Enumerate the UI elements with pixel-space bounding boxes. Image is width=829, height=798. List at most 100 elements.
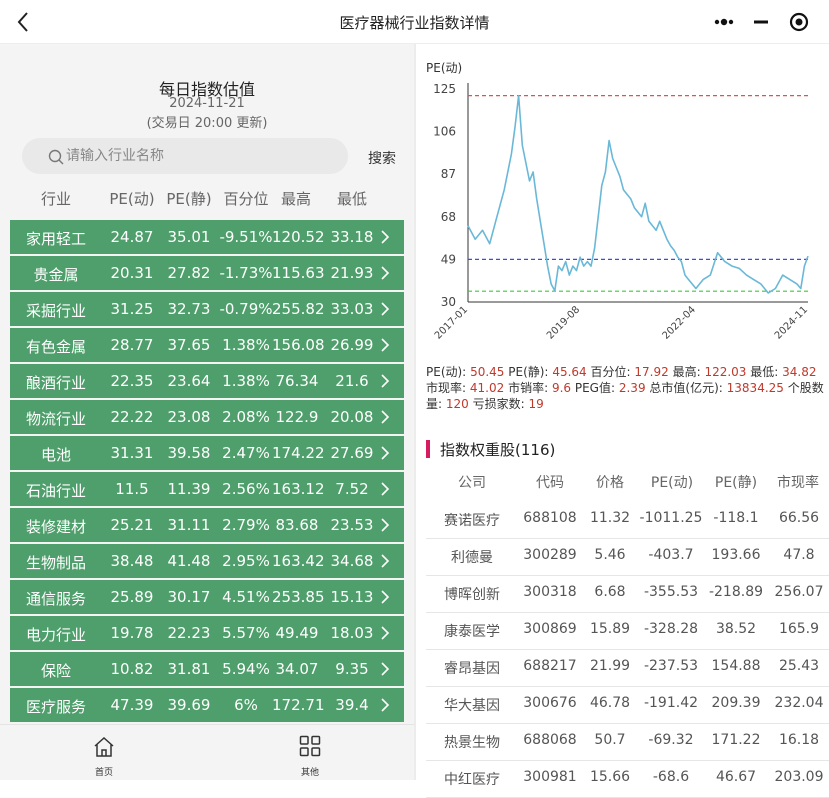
- search-button[interactable]: 搜索: [368, 151, 396, 167]
- cell-pe-dyn: 20.31: [110, 264, 154, 282]
- back-icon[interactable]: [12, 10, 36, 34]
- tab-home[interactable]: 首页: [74, 729, 134, 778]
- minimize-icon[interactable]: [743, 7, 779, 37]
- cell-cash-ratio: 256.07: [774, 584, 824, 600]
- industry-row[interactable]: 采掘行业 31.25 32.73 -0.79% 255.82 33.03: [10, 292, 404, 326]
- cell-code: 688108: [523, 510, 577, 526]
- cell-pe-static: 35.01: [167, 228, 211, 246]
- col-w-pe-dyn: PE(动): [650, 475, 694, 491]
- stock-row[interactable]: 睿昂基因 688217 21.99 -237.53 154.88 25.43: [426, 650, 829, 687]
- cell-pct: 4.51%: [222, 588, 270, 606]
- search-box: [22, 138, 348, 174]
- stock-row[interactable]: 华大基因 300676 46.78 -191.42 209.39 232.04: [426, 687, 829, 724]
- industry-row[interactable]: 电力行业 19.78 22.23 5.57% 49.49 18.03: [10, 616, 404, 650]
- cell-low: 15.13: [330, 588, 374, 606]
- cell-pe-static: 171.22: [711, 732, 761, 748]
- industry-row[interactable]: 酿酒行业 22.35 23.64 1.38% 76.34 21.6: [10, 364, 404, 398]
- industry-row[interactable]: 物流行业 22.22 23.08 2.08% 122.9 20.08: [10, 400, 404, 434]
- cell-pe-dyn: 31.25: [110, 300, 154, 318]
- cell-pe-dyn: -1011.25: [639, 510, 703, 526]
- cell-pe-dyn: 28.77: [110, 336, 154, 354]
- cell-company: 热景生物: [444, 735, 500, 751]
- stat-peg-label: PEG值:: [574, 381, 616, 395]
- cell-pe-dyn: 31.31: [110, 444, 154, 462]
- table-header: 行业 PE(动) PE(静) 百分位 最高 最低: [10, 188, 404, 210]
- cell-pe-static: 154.88: [711, 658, 761, 674]
- stat-loss-label: 亏损家数:: [472, 397, 525, 411]
- cell-pe-dyn: 19.78: [110, 624, 154, 642]
- chevron-right-icon: [381, 662, 390, 676]
- tab-other-label: 其他: [300, 768, 319, 778]
- cell-high: 156.08: [272, 336, 325, 354]
- cell-name: 保险: [40, 662, 71, 680]
- cell-pct: 2.08%: [222, 408, 270, 426]
- cell-cash-ratio: 66.56: [778, 510, 820, 526]
- cell-pe-static: 38.52: [715, 621, 757, 637]
- tab-bar: 首页 其他: [0, 724, 414, 780]
- cell-high: 163.12: [272, 480, 325, 498]
- stock-row[interactable]: 康泰医学 300869 15.89 -328.28 38.52 165.9: [426, 613, 829, 650]
- industry-row[interactable]: 装修建材 25.21 31.11 2.79% 83.68 23.53: [10, 508, 404, 542]
- industry-row[interactable]: 有色金属 28.77 37.65 1.38% 156.08 26.99: [10, 328, 404, 362]
- cell-code: 300981: [523, 769, 577, 785]
- stock-row[interactable]: 利德曼 300289 5.46 -403.7 193.66 47.8: [426, 539, 829, 576]
- chevron-right-icon: [381, 626, 390, 640]
- chevron-right-icon: [381, 446, 390, 460]
- stat-ps-label: 市销率:: [508, 381, 549, 395]
- cell-price: 50.7: [594, 732, 626, 748]
- cell-pct: -0.79%: [219, 300, 273, 318]
- cell-low: 26.99: [330, 336, 374, 354]
- industry-row[interactable]: 贵金属 20.31 27.82 -1.73% 115.63 21.93: [10, 256, 404, 290]
- cell-code: 688068: [523, 732, 577, 748]
- industry-row[interactable]: 家用轻工 24.87 35.01 -9.51% 120.52 33.18: [10, 220, 404, 254]
- valuation-panel: 每日指数估值 2024-11-21 (交易日 20:00 更新) 搜索 行业 P…: [0, 44, 414, 780]
- col-company: 公司: [458, 475, 486, 491]
- cell-code: 300289: [523, 547, 577, 563]
- industry-row[interactable]: 生物制品 38.48 41.48 2.95% 163.42 34.68: [10, 544, 404, 578]
- chevron-right-icon: [381, 482, 390, 496]
- cell-pe-dyn: 47.39: [110, 696, 154, 714]
- cell-low: 39.4: [335, 696, 369, 714]
- close-icon[interactable]: [781, 7, 817, 37]
- cell-price: 11.32: [589, 510, 631, 526]
- industry-row[interactable]: 通信服务 25.89 30.17 4.51% 253.85 15.13: [10, 580, 404, 614]
- y-tick-label: 106: [433, 125, 456, 139]
- cell-name: 电力行业: [25, 626, 86, 644]
- cell-pe-dyn: 25.89: [110, 588, 154, 606]
- cell-company: 博晖创新: [444, 587, 500, 603]
- more-icon[interactable]: [705, 7, 741, 37]
- cell-low: 34.68: [330, 552, 374, 570]
- y-tick-label: 30: [441, 295, 456, 309]
- stat-ps: 9.6: [551, 381, 572, 395]
- cell-low: 27.69: [330, 444, 374, 462]
- chevron-right-icon: [381, 230, 390, 244]
- stock-row[interactable]: 赛诺医疗 688108 11.32 -1011.25 -118.1 66.56: [426, 502, 829, 539]
- industry-row[interactable]: 保险 10.82 31.81 5.94% 34.07 9.35: [10, 652, 404, 686]
- stat-pe-static-label: PE(静):: [508, 365, 549, 379]
- col-pe-static: PE(静): [166, 190, 212, 208]
- cell-pe-dyn: 22.35: [110, 372, 154, 390]
- cell-high: 120.52: [272, 228, 325, 246]
- cell-pe-static: 31.11: [167, 516, 211, 534]
- stat-low-label: 最低:: [750, 365, 779, 379]
- stat-count-label: 个股数量:: [426, 381, 824, 411]
- search-input[interactable]: [66, 146, 336, 166]
- grid-icon: [299, 735, 321, 757]
- cell-low: 9.35: [335, 660, 369, 678]
- cell-cash-ratio: 47.8: [783, 547, 815, 563]
- industry-row[interactable]: 电池 31.31 39.58 2.47% 174.22 27.69: [10, 436, 404, 470]
- chevron-right-icon: [381, 518, 390, 532]
- cell-pe-dyn: 10.82: [110, 660, 154, 678]
- cell-pe-static: 39.69: [167, 696, 211, 714]
- industry-row[interactable]: 医疗服务 47.39 39.69 6% 172.71 39.4: [10, 688, 404, 722]
- tab-other[interactable]: 其他: [280, 729, 340, 778]
- cell-pe-dyn: -191.42: [643, 695, 699, 711]
- industry-row[interactable]: 石油行业 11.5 11.39 2.56% 163.12 7.52: [10, 472, 404, 506]
- stock-row[interactable]: 博晖创新 300318 6.68 -355.53 -218.89 256.07: [426, 576, 829, 613]
- cell-price: 46.78: [589, 695, 631, 711]
- panel-title: 每日指数估值: [158, 80, 255, 99]
- stat-pct-label: 百分位:: [590, 365, 631, 379]
- cell-cash-ratio: 25.43: [778, 658, 820, 674]
- col-low: 最低: [336, 190, 367, 208]
- stock-row[interactable]: 热景生物 688068 50.7 -69.32 171.22 16.18: [426, 724, 829, 761]
